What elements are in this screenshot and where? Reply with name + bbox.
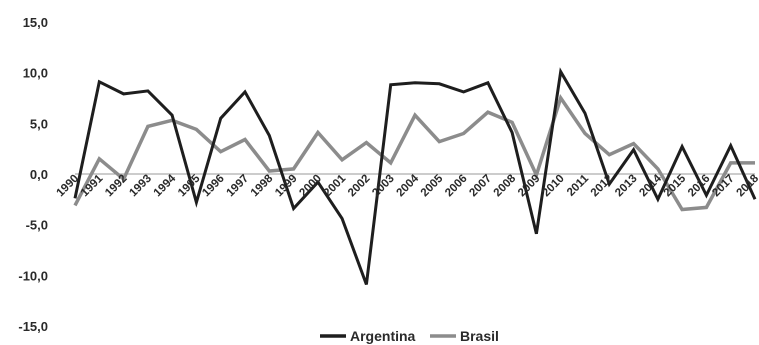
- x-tick-label: 2001: [322, 172, 349, 199]
- legend-label-brasil: Brasil: [460, 328, 499, 344]
- x-tick-label: 2016: [686, 173, 713, 200]
- x-tick-label: 2008: [492, 172, 519, 199]
- x-tick-label: 2013: [613, 173, 640, 200]
- x-tick-label: 2009: [516, 173, 543, 200]
- x-tick-label: 2011: [565, 172, 592, 199]
- x-tick-label: 1994: [152, 172, 179, 199]
- legend-label-argentina: Argentina: [350, 328, 416, 344]
- x-tick-label: 1999: [273, 173, 300, 200]
- series-line-argentina: [73, 67, 757, 286]
- x-tick-label: 1993: [127, 173, 154, 200]
- y-tick-label: 0,0: [30, 167, 48, 182]
- legend: Argentina Brasil: [320, 328, 499, 344]
- x-tick-label: 2002: [346, 173, 373, 200]
- y-tick-label: -5,0: [26, 218, 48, 233]
- x-tick-label: 2006: [443, 173, 470, 200]
- y-tick-label: 15,0: [23, 15, 48, 30]
- x-tick-label: 2003: [370, 173, 397, 200]
- x-tick-label: 2004: [395, 172, 422, 199]
- y-axis: 15,0 10,0 5,0 0,0 -5,0 -10,0 -15,0: [18, 15, 48, 334]
- y-tick-label: -15,0: [18, 319, 48, 334]
- x-tick-label: 2018: [735, 172, 759, 199]
- x-axis: 1990199119921993199419951996199719981999…: [55, 172, 759, 199]
- x-tick-label: 1998: [249, 172, 276, 199]
- series-line-brasil: [73, 94, 755, 212]
- y-tick-label: 5,0: [30, 116, 48, 131]
- x-tick-label: 2012: [589, 173, 616, 200]
- y-tick-label: 10,0: [23, 66, 48, 81]
- x-tick-label: 1991: [79, 172, 106, 199]
- x-tick-label: 2007: [467, 173, 494, 200]
- y-tick-label: -10,0: [18, 268, 48, 283]
- series-layer: [73, 67, 757, 286]
- x-tick-label: 1997: [225, 173, 252, 200]
- x-tick-label: 2005: [419, 172, 446, 199]
